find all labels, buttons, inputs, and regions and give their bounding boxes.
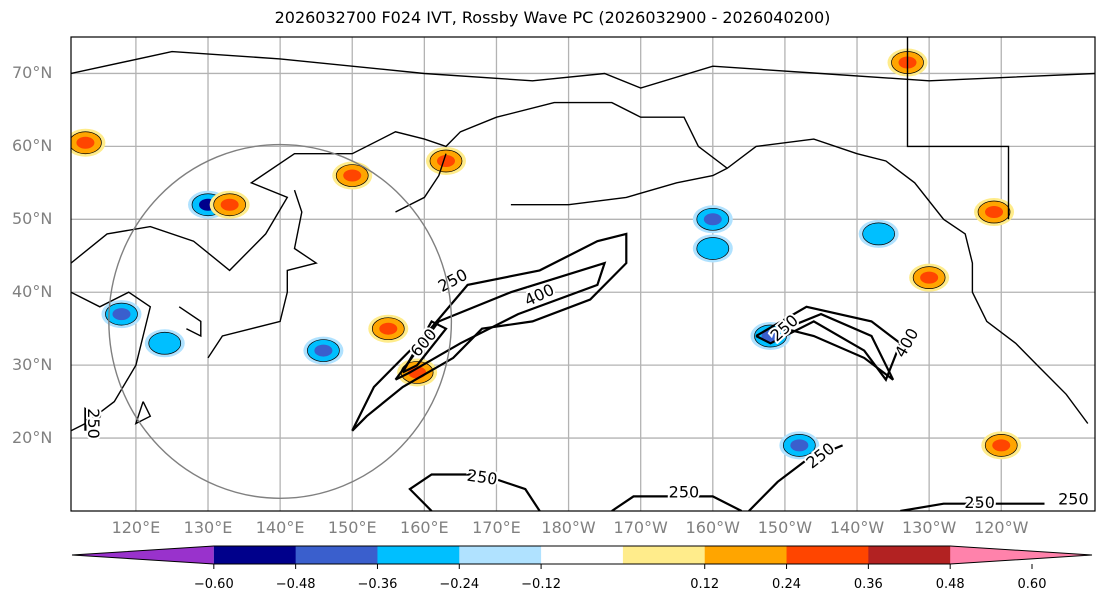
colorbar-tick-label: −0.48: [275, 577, 316, 592]
anomaly-core: [379, 322, 398, 335]
ivt-contour-label: 250: [466, 466, 499, 489]
lon-label: 140°W: [829, 518, 885, 537]
coastline: [178, 306, 202, 338]
anomaly-core: [343, 169, 362, 182]
colorbar-tick-label: 0.12: [690, 577, 720, 592]
ivt-contour-line: [401, 319, 448, 374]
anomaly-core: [220, 198, 239, 211]
coastline: [134, 401, 152, 425]
anomaly-core: [920, 271, 939, 284]
radius-circle: [108, 143, 453, 499]
lon-label: 130°W: [901, 518, 957, 537]
colorbar-tick-label: 0.24: [772, 577, 802, 592]
lat-label: 30°N: [12, 355, 53, 375]
ivt-contour-label: 250: [669, 482, 700, 501]
lon-label: 150°W: [757, 518, 813, 537]
coastline: [395, 153, 447, 213]
colorbar-segment: [295, 546, 378, 564]
lat-label: 50°N: [12, 209, 53, 229]
anomaly-core: [761, 329, 780, 342]
coastline: [906, 37, 1010, 220]
lon-label: 180°W: [541, 518, 596, 537]
colorbar-segment: [786, 546, 869, 564]
coastline: [207, 189, 318, 359]
lon-label: 150°E: [327, 518, 377, 537]
colorbar-segment: [541, 546, 624, 564]
colorbar-segment: [868, 546, 951, 564]
lon-label: 170°E: [472, 518, 521, 537]
ivt-contour-label: 250: [1058, 490, 1089, 509]
ivt-contour-label: 250: [84, 408, 103, 439]
lon-label: 140°E: [255, 518, 305, 537]
ivt-contour-line: [900, 502, 1045, 511]
colorbar-tick-label: −0.36: [357, 577, 398, 592]
colorbar-segment: [622, 546, 706, 564]
coastline: [71, 101, 1089, 424]
colorbar-segment: [704, 546, 788, 564]
colorbar-tick-label: 0.60: [1017, 577, 1047, 592]
colorbar: [71, 545, 1093, 569]
colorbar-tick-label: 0.36: [853, 577, 883, 592]
ivt-contour-line: [611, 495, 743, 511]
colorbar-tick-label: −0.60: [193, 577, 234, 592]
anomaly-core: [790, 439, 809, 452]
ivt-contour-label: 250: [964, 493, 995, 512]
anomaly-core: [703, 242, 722, 255]
map-frame: [70, 36, 1096, 512]
ivt-contour-line: [84, 407, 102, 432]
ivt-contour-line: [408, 473, 541, 511]
lon-label: 130°E: [183, 518, 233, 537]
colorbar-segment: [213, 546, 297, 564]
colorbar-extend-min: [72, 546, 214, 564]
map-title: 2026032700 F024 IVT, Rossby Wave PC (202…: [274, 8, 831, 27]
anomaly-core: [703, 213, 722, 226]
lat-label: 40°N: [12, 282, 53, 302]
lon-label: 170°W: [613, 518, 668, 537]
colorbar-segment: [459, 546, 542, 564]
ivt-contour-label: 250: [435, 265, 471, 296]
ivt-contour-line: [755, 305, 902, 382]
anomaly-core: [314, 344, 333, 357]
coastline: [71, 50, 1095, 89]
lat-label: 20°N: [12, 428, 53, 448]
lon-label: 160°W: [685, 518, 740, 537]
anomaly-core: [985, 206, 1004, 219]
anomaly-core: [76, 136, 95, 149]
lat-label: 60°N: [12, 136, 53, 156]
ivt-contour-line: [394, 261, 607, 381]
lon-label: 120°W: [974, 518, 1029, 537]
radius-circle-outline: [108, 143, 453, 499]
ivt-contours: [84, 232, 1045, 511]
colorbar-tick-label: −0.24: [439, 577, 480, 592]
ivt-contour-line: [748, 444, 844, 511]
anomaly-core: [112, 308, 131, 321]
rossby-wave-anomalies: [71, 48, 1022, 460]
lat-label: 70°N: [12, 63, 53, 83]
lon-label: 160°E: [400, 518, 449, 537]
anomaly-core: [992, 439, 1011, 452]
colorbar-tick-label: −0.12: [521, 577, 561, 592]
coastlines: [71, 37, 1095, 432]
anomaly-core: [155, 337, 174, 350]
anomaly-core: [436, 154, 455, 167]
lon-label: 120°E: [111, 518, 161, 537]
ivt-contour-line: [351, 232, 628, 432]
coastline: [510, 167, 728, 206]
colorbar-extend-max: [950, 546, 1092, 564]
colorbar-segment: [377, 546, 460, 564]
anomaly-core: [869, 227, 888, 240]
ivt-contour-line: [784, 312, 895, 381]
colorbar-tick-label: 0.48: [935, 577, 965, 592]
